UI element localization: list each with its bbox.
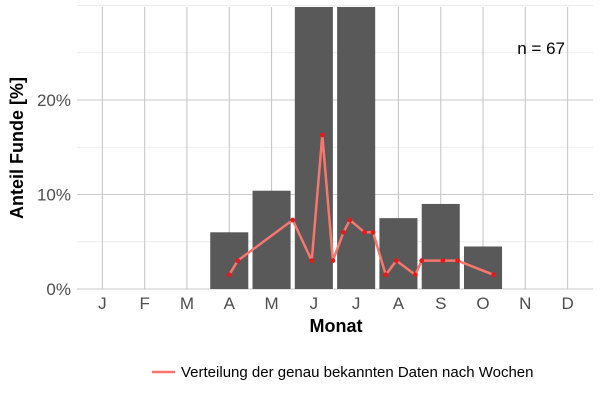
x-tick-label: J [352,294,361,313]
line-series [226,132,497,278]
series-point-11 [383,272,389,278]
x-tick-label: S [435,294,446,313]
series-point-6 [330,258,336,264]
series-point-9 [362,229,368,235]
y-axis-title: Anteil Funde [%] [7,77,27,219]
bar-5 [252,190,291,289]
y-tick-label: 10% [37,186,71,205]
series-point-3 [290,217,296,223]
series-point-10 [370,229,376,235]
x-tick-label: A [393,294,405,313]
tick-labels: 0% 10% 20% J F M A M J J A S O N D [37,91,574,313]
series-point-16 [455,258,461,264]
x-tick-label: F [139,294,149,313]
bar-10 [464,246,503,289]
series-point-2 [235,258,241,264]
bar-8 [379,218,418,289]
y-tick-label: 0% [46,280,71,299]
bar-9 [421,203,460,289]
series-point-5 [319,132,325,138]
series-point-17 [491,272,497,278]
bar-7 [337,7,376,289]
bar-4 [210,232,249,289]
x-tick-label: D [561,294,573,313]
x-tick-label: M [180,294,194,313]
series-point-4 [309,258,315,264]
series-point-13 [412,272,418,278]
series-point-12 [393,258,399,264]
y-tick-label: 20% [37,91,71,110]
x-tick-label: J [98,294,107,313]
series-point-7 [341,229,346,235]
sample-size-annotation: n = 67 [517,39,565,58]
x-tick-label: N [519,294,531,313]
x-tick-label: A [224,294,236,313]
x-tick-label: M [264,294,278,313]
series-point-15 [440,258,446,264]
series-point-1 [226,272,232,278]
x-tick-label: J [310,294,319,313]
legend: Verteilung der genau bekannten Daten nac… [152,364,534,381]
x-axis-title: Monat [310,316,363,336]
series-point-8 [347,217,353,223]
x-tick-label: O [476,294,489,313]
bars [210,7,503,289]
grid [77,5,593,290]
legend-label: Verteilung der genau bekannten Daten nac… [181,364,534,381]
series-point-14 [419,258,425,264]
